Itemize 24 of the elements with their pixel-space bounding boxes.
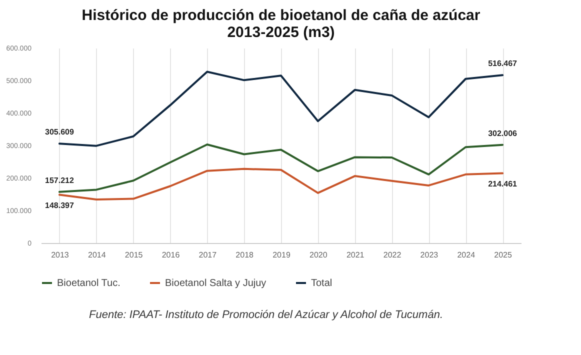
x-tick-label: 2018 xyxy=(236,250,254,260)
data-label: 516.467 xyxy=(488,59,518,68)
x-tick-label: 2023 xyxy=(420,250,439,260)
chart-title: Histórico de producción de bioetanol de caña de azúcar 2013-2025 (m3) xyxy=(82,7,480,41)
x-tick-label: 2017 xyxy=(198,250,218,260)
data-label: 305.609 xyxy=(45,128,74,137)
legend-label: Total xyxy=(311,278,332,289)
x-tick-label: 2020 xyxy=(310,250,328,260)
source-note: Fuente: IPAAT- Instituto de Promoción del Azúcar y Alcohol de Tucumán. xyxy=(88,309,444,321)
x-tick-label: 2015 xyxy=(124,250,144,260)
data-label: 214.461 xyxy=(488,179,518,188)
x-tick-label: 2021 xyxy=(346,250,365,260)
x-tick-label: 2022 xyxy=(383,250,402,260)
data-label: 148.397 xyxy=(45,200,74,210)
legend-label: Bioetanol Tuc. xyxy=(57,278,120,289)
x-tick-label: 2019 xyxy=(272,250,291,260)
data-label: 157.212 xyxy=(45,176,74,185)
x-tick-label: 2013 xyxy=(51,250,70,260)
x-tick-label: 2024 xyxy=(457,250,476,260)
x-tick-label: 2016 xyxy=(162,250,180,260)
x-tick-label: 2025 xyxy=(494,250,512,260)
legend-label: Bioetanol Salta y Jujuy xyxy=(165,278,266,289)
x-tick-label: 2014 xyxy=(88,250,106,260)
data-label: 302.006 xyxy=(488,128,518,138)
